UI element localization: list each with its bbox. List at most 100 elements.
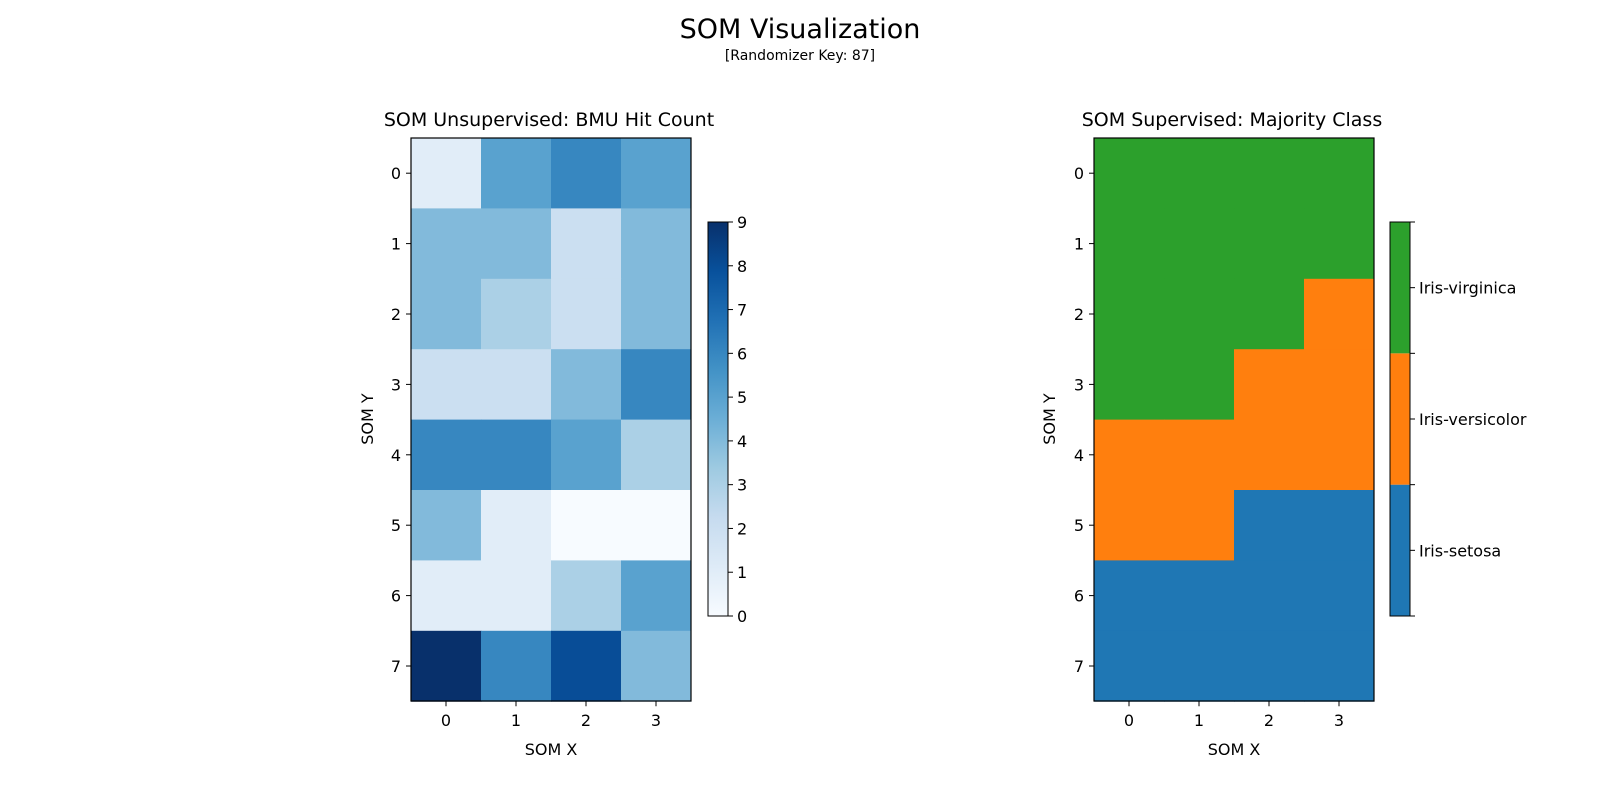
hitcount-cell bbox=[551, 138, 622, 209]
majority-chart-title: SOM Supervised: Majority Class bbox=[1082, 109, 1382, 131]
majority-cell bbox=[1164, 138, 1235, 209]
hitcount-ytick-label: 6 bbox=[391, 587, 401, 606]
hitcount-colorbar: 0 1 2 3 4 5 6 7 8 9 bbox=[707, 213, 747, 626]
majority-chart: SOM Supervised: Majority Class 0 1 2 3 0 1 2 3 4… bbox=[1040, 109, 1527, 759]
hitcount-colorbar-tick-label: 9 bbox=[737, 213, 747, 232]
majority-cell bbox=[1304, 630, 1375, 702]
hitcount-chart: SOM Unsupervised: BMU Hit Count 0 1 2 3 0 1 2 3… bbox=[358, 109, 747, 759]
hitcount-ytick-label: 4 bbox=[391, 446, 401, 465]
hitcount-cell bbox=[411, 630, 482, 702]
hitcount-cell bbox=[481, 490, 552, 561]
hitcount-ytick-label: 1 bbox=[391, 235, 401, 254]
hitcount-colorbar-tick-label: 6 bbox=[737, 344, 747, 363]
hitcount-cell bbox=[551, 349, 622, 421]
majority-ytick-label: 2 bbox=[1074, 305, 1084, 324]
hitcount-cell bbox=[481, 419, 552, 491]
hitcount-axes: 0 1 2 3 0 1 2 3 4 5 6 7 bbox=[391, 164, 661, 730]
hitcount-cell bbox=[481, 349, 552, 421]
majority-xtick-label: 2 bbox=[1264, 711, 1274, 730]
majority-cell bbox=[1094, 208, 1165, 280]
hitcount-cell bbox=[621, 419, 692, 491]
majority-colorbar-segment bbox=[1390, 353, 1410, 485]
majority-cell bbox=[1304, 419, 1375, 491]
majority-cell bbox=[1094, 419, 1165, 491]
majority-cell bbox=[1164, 278, 1235, 350]
hitcount-ytick-label: 7 bbox=[391, 657, 401, 676]
hitcount-xtick-label: 0 bbox=[441, 711, 451, 730]
hitcount-cell bbox=[411, 419, 482, 491]
majority-cell bbox=[1164, 419, 1235, 491]
hitcount-ylabel: SOM Y bbox=[358, 393, 377, 445]
hitcount-frame bbox=[410, 137, 692, 702]
hitcount-colorbar-tick-label: 7 bbox=[737, 301, 747, 320]
hitcount-cell bbox=[481, 630, 552, 702]
hitcount-ytick-label: 5 bbox=[391, 516, 401, 535]
hitcount-colorbar-bar bbox=[707, 221, 729, 617]
hitcount-cell bbox=[621, 560, 692, 632]
hitcount-cell bbox=[411, 490, 482, 561]
hitcount-colorbar-tick-label: 8 bbox=[737, 257, 747, 276]
majority-ytick-label: 1 bbox=[1074, 235, 1084, 254]
majority-cell bbox=[1234, 138, 1305, 209]
hitcount-colorbar-tick-label: 3 bbox=[737, 476, 747, 495]
majority-colorbar-label: Iris-versicolor bbox=[1419, 410, 1527, 429]
hitcount-cell bbox=[621, 630, 692, 702]
hitcount-chart-title: SOM Unsupervised: BMU Hit Count bbox=[384, 109, 714, 131]
majority-colorbar-segment bbox=[1390, 222, 1410, 354]
majority-cell bbox=[1234, 208, 1305, 280]
majority-xtick-label: 1 bbox=[1194, 711, 1204, 730]
majority-cell bbox=[1234, 278, 1305, 350]
hitcount-cell bbox=[481, 208, 552, 280]
majority-cell bbox=[1304, 278, 1375, 350]
majority-ytick-label: 0 bbox=[1074, 164, 1084, 183]
hitcount-cell bbox=[481, 560, 552, 632]
majority-cell bbox=[1164, 490, 1235, 561]
majority-frame bbox=[1093, 137, 1375, 702]
majority-axes: 0 1 2 3 0 1 2 3 4 5 6 7 bbox=[1074, 164, 1344, 730]
majority-ytick-label: 3 bbox=[1074, 375, 1084, 394]
majority-cells bbox=[1094, 138, 1375, 702]
majority-cell bbox=[1094, 138, 1165, 209]
hitcount-ytick-label: 0 bbox=[391, 164, 401, 183]
hitcount-colorbar-tick-label: 1 bbox=[737, 563, 747, 582]
majority-ylabel: SOM Y bbox=[1040, 393, 1059, 445]
figure-title: SOM Visualization bbox=[680, 14, 921, 45]
hitcount-cell bbox=[411, 278, 482, 350]
hitcount-cell bbox=[551, 490, 622, 561]
hitcount-ytick-label: 3 bbox=[391, 375, 401, 394]
hitcount-cells bbox=[411, 138, 692, 702]
hitcount-cell bbox=[551, 208, 622, 280]
majority-cell bbox=[1234, 560, 1305, 632]
majority-cell bbox=[1094, 630, 1165, 702]
hitcount-cell bbox=[621, 138, 692, 209]
hitcount-cell bbox=[481, 138, 552, 209]
hitcount-cell bbox=[551, 560, 622, 632]
hitcount-cell bbox=[411, 138, 482, 209]
hitcount-xtick-label: 2 bbox=[581, 711, 591, 730]
majority-cell bbox=[1094, 349, 1165, 421]
hitcount-cell bbox=[411, 560, 482, 632]
majority-cell bbox=[1304, 560, 1375, 632]
majority-cell bbox=[1164, 349, 1235, 421]
majority-cell bbox=[1234, 630, 1305, 702]
majority-xlabel: SOM X bbox=[1208, 740, 1261, 759]
hitcount-cell bbox=[551, 419, 622, 491]
hitcount-ytick-label: 2 bbox=[391, 305, 401, 324]
majority-colorbar-label: Iris-virginica bbox=[1419, 279, 1516, 298]
hitcount-xlabel: SOM X bbox=[525, 740, 578, 759]
hitcount-cell bbox=[411, 208, 482, 280]
hitcount-colorbar-tick-label: 2 bbox=[737, 519, 747, 538]
hitcount-cell bbox=[481, 278, 552, 350]
majority-cell bbox=[1164, 630, 1235, 702]
majority-ytick-label: 4 bbox=[1074, 446, 1084, 465]
majority-ytick-label: 5 bbox=[1074, 516, 1084, 535]
majority-cell bbox=[1094, 560, 1165, 632]
hitcount-cell bbox=[621, 490, 692, 561]
majority-cell bbox=[1094, 490, 1165, 561]
majority-cell bbox=[1164, 560, 1235, 632]
majority-colorbar: Iris-setosa Iris-versicolor Iris-virginica bbox=[1389, 221, 1527, 617]
majority-ytick-label: 7 bbox=[1074, 657, 1084, 676]
hitcount-cell bbox=[621, 278, 692, 350]
hitcount-cell bbox=[621, 349, 692, 421]
majority-cell bbox=[1234, 349, 1305, 421]
